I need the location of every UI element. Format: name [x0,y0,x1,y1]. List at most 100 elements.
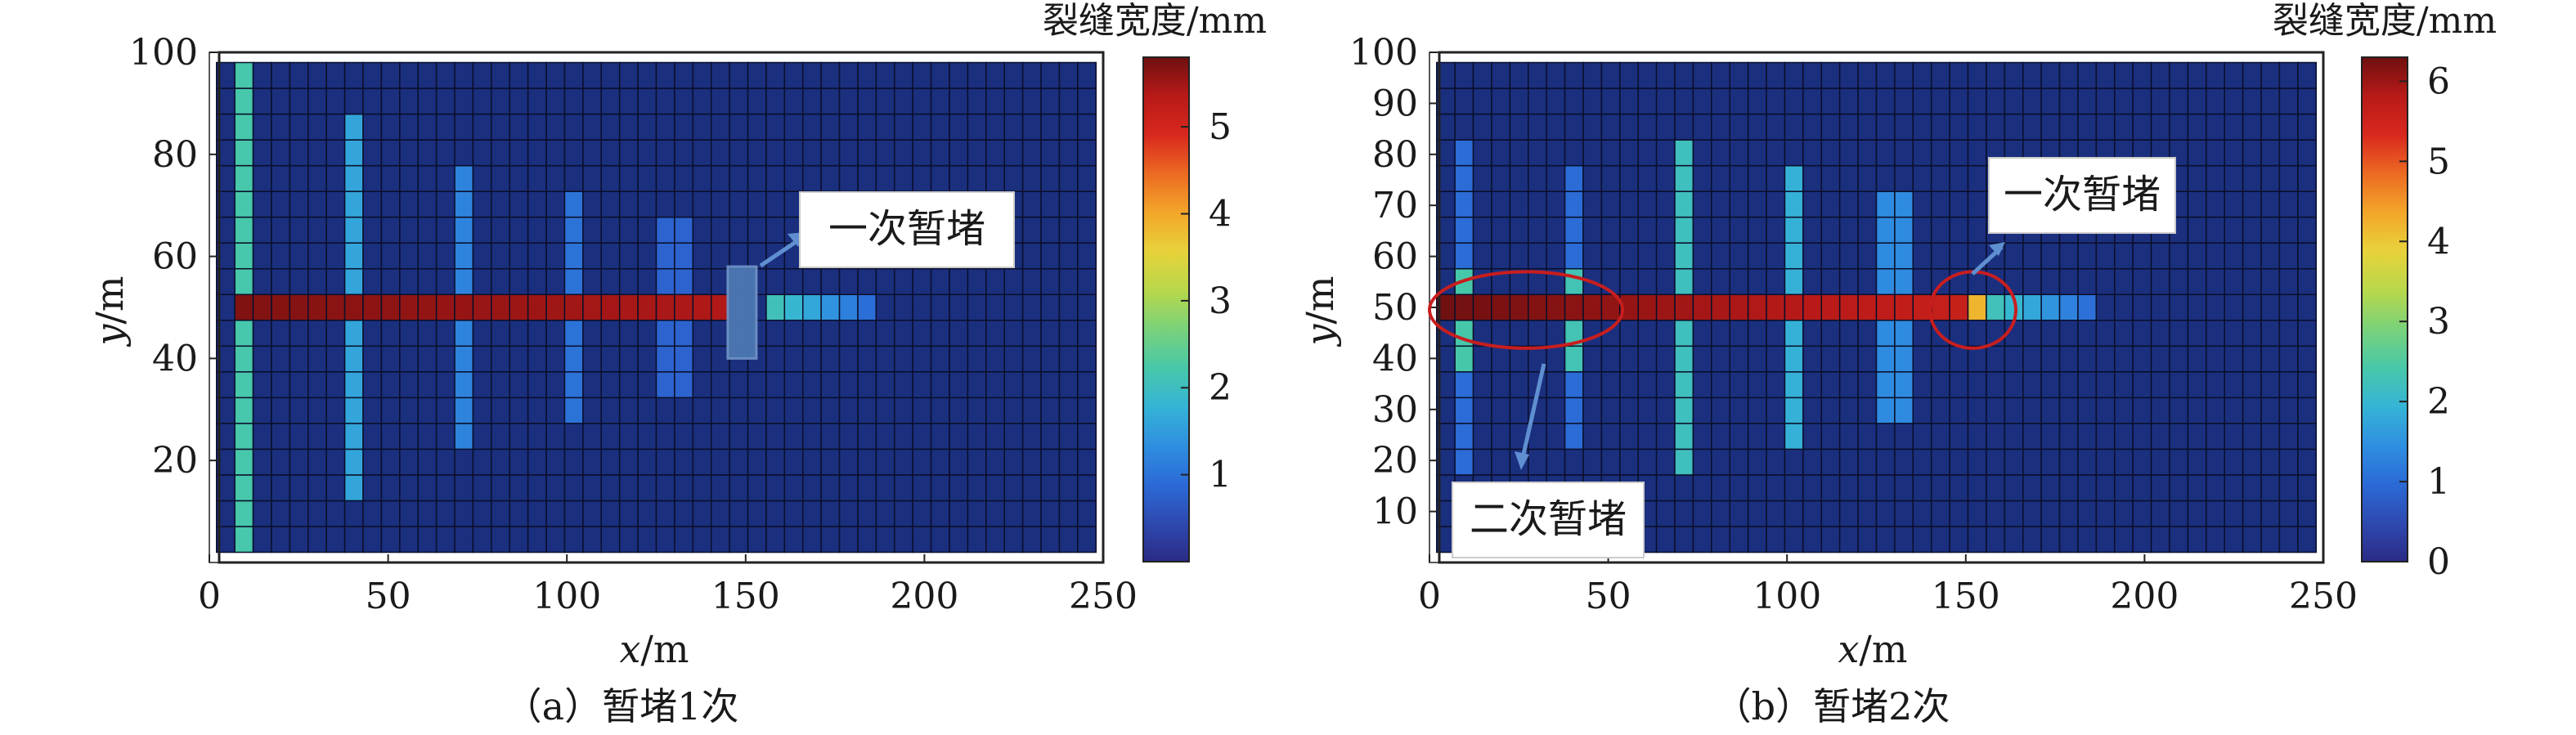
heatmap-cell [343,87,364,115]
heatmap-cell [838,164,859,192]
heatmap-cell [1058,139,1079,167]
heatmap-cell [527,345,547,373]
heatmap-cell [399,164,419,192]
heatmap-cell [1674,448,1694,476]
heatmap-cell [380,87,401,115]
heatmap-cell [655,397,675,424]
heatmap-cell [380,500,401,527]
heatmap-cell [2297,371,2318,399]
heatmap-cell [820,164,841,192]
heatmap-cell [2077,371,2098,399]
heatmap-cell [1637,61,1658,89]
heatmap-cell [289,320,309,347]
heatmap-cell [637,242,657,270]
heatmap-cell [1894,61,1914,89]
heatmap-cell [380,190,401,218]
heatmap-cell [1802,267,1823,295]
heatmap-cell [1491,242,1511,270]
heatmap-cell [2114,113,2134,141]
heatmap-cell [1509,345,1529,373]
heatmap-cell [692,216,712,244]
heatmap-cell [2077,526,2098,553]
heatmap-cell [912,371,932,399]
heatmap-cell [2224,190,2244,218]
heatmap-cell [2224,500,2244,527]
heatmap-cell [2297,164,2318,192]
heatmap-cell [362,87,383,115]
heatmap-cell [1564,113,1584,141]
heatmap-cell [857,345,877,373]
heatmap-cell [1784,87,1804,115]
heatmap-cell [692,87,712,115]
heatmap-cell [491,448,510,476]
heatmap-cell [1058,61,1079,89]
heatmap-cell [307,242,327,270]
heatmap-cell [527,61,547,89]
heatmap-cell [2077,87,2098,115]
heatmap-cell [2114,267,2134,295]
heatmap-cell [1986,474,2006,502]
heatmap-cell [527,423,547,450]
heatmap-cell [1857,87,1878,115]
heatmap-cell [729,164,749,192]
heatmap-cell [857,397,877,424]
heatmap-cell [1912,474,1932,502]
callout-box-b-1 [1988,157,2176,234]
heatmap-cell [930,61,950,89]
heatmap-cell [655,113,675,141]
heatmap-cell [1875,526,1896,553]
heatmap-cell [1857,139,1878,167]
heatmap-cell [307,474,327,502]
heatmap-cell [2040,87,2061,115]
heatmap-cell [930,423,950,450]
heatmap-cell [1857,164,1878,192]
heatmap-cell [674,113,694,141]
heatmap-cell [820,500,841,527]
heatmap-cell [1528,320,1547,347]
heatmap-cell [417,526,438,553]
heatmap-cell [271,294,291,321]
heatmap-cell [857,320,877,347]
heatmap-cell [1766,61,1786,89]
heatmap-cell [600,500,621,527]
heatmap-cell [1674,113,1694,141]
heatmap-cell [618,345,639,373]
heatmap-cell [454,397,474,424]
heatmap-cell [271,345,291,373]
heatmap-cell [582,345,603,373]
heatmap-cell [2058,474,2079,502]
heatmap-cell [491,267,510,295]
heatmap-cell [1875,320,1896,347]
heatmap-cell [417,320,438,347]
heatmap-cell [527,267,547,295]
heatmap-cell [1784,139,1804,167]
heatmap-cell [1600,87,1621,115]
heatmap-cell [582,294,603,321]
heatmap-cell [1838,216,1859,244]
heatmap-cell [491,190,510,218]
heatmap-cell [1509,164,1529,192]
heatmap-cell [472,190,492,218]
heatmap-cell [380,139,401,167]
heatmap-cell [1491,423,1511,450]
heatmap-cell [1802,526,1823,553]
heatmap-cell [234,526,254,553]
heatmap-cell [234,500,254,527]
heatmap-cell [674,164,694,192]
heatmap-cell [289,61,309,89]
heatmap-cell [472,294,492,321]
heatmap-cell [271,474,291,502]
heatmap-cell [655,87,675,115]
heatmap-cell [618,61,639,89]
caption-a: （a）暂堵1次 [505,684,739,728]
heatmap-cell [1949,526,1969,553]
heatmap-cell [949,371,969,399]
heatmap-cell [765,216,786,244]
heatmap-cell [2150,320,2170,347]
heatmap-cell [1491,320,1511,347]
heatmap-cell [2297,139,2318,167]
heatmap-cell [435,139,456,167]
colorbar-tick-label: 4 [2427,221,2450,262]
heatmap-cell [1040,526,1061,553]
callout-a: 一次暂堵 [759,191,1015,268]
